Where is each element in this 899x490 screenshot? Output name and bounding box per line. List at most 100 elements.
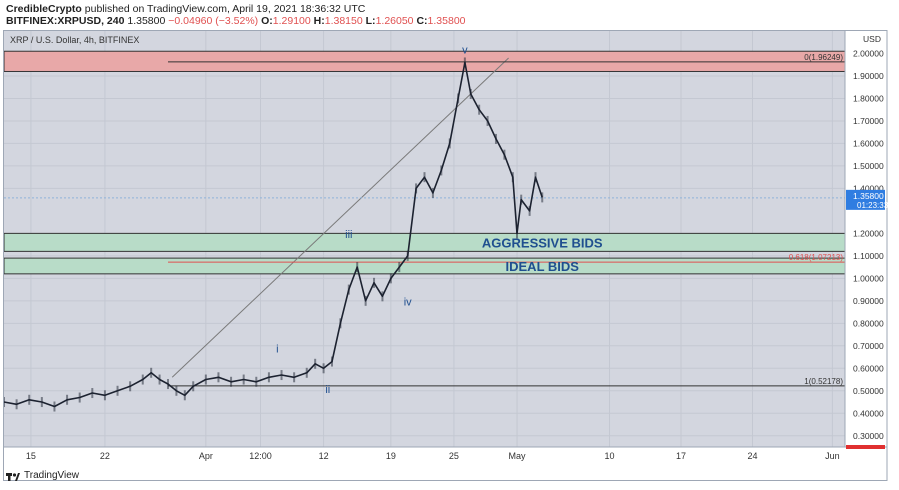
candle-mark	[314, 358, 317, 369]
x-tick-label: 15	[26, 451, 36, 461]
x-tick-label: Jun	[825, 451, 840, 461]
candle-mark	[463, 57, 466, 68]
candle-mark	[255, 376, 258, 387]
publisher-name: CredibleCrypto	[6, 3, 82, 15]
symbol-line: BITFINEX:XRPUSD, 240 1.35800 −0.04960 (−…	[6, 15, 466, 27]
zone-label-2: IDEAL BIDS	[506, 259, 580, 274]
fib-label-0: 0(1.96249)	[804, 53, 843, 62]
low-value: 1.26050	[375, 15, 414, 27]
candle-mark	[398, 262, 401, 273]
price-change: −0.04960 (−3.52%)	[168, 15, 259, 27]
x-tick-label: 25	[449, 451, 459, 461]
zone-label-1: AGGRESSIVE BIDS	[482, 235, 603, 250]
candle-mark	[175, 385, 178, 396]
open-label: O:	[261, 15, 273, 27]
candle-mark	[389, 273, 392, 284]
candle-mark	[364, 295, 367, 306]
bottom-price-marker	[846, 445, 885, 449]
fib-label-1: 0.618(1.07213)	[789, 253, 844, 262]
candle-mark	[217, 372, 220, 383]
candle-mark	[183, 390, 186, 401]
candle-mark	[293, 372, 296, 383]
y-tick-label: 0.70000	[853, 341, 884, 351]
footer-brand-text: TradingView	[24, 470, 80, 481]
wave-label-1: ii	[325, 384, 330, 396]
y-tick-label: 1.70000	[853, 116, 884, 126]
x-tick-label: Apr	[199, 451, 213, 461]
y-tick-label: 0.80000	[853, 318, 884, 328]
candle-mark	[322, 363, 325, 374]
candle-mark	[534, 172, 537, 183]
candle-mark	[66, 394, 69, 405]
candle-mark	[330, 356, 333, 367]
candle-mark	[91, 388, 94, 399]
tradingview-logo-icon	[6, 472, 20, 481]
candle-mark	[129, 381, 132, 392]
candle-mark	[150, 367, 153, 378]
chart-title: XRP / U.S. Dollar, 4h, BITFINEX	[10, 35, 139, 45]
y-tick-label: 1.20000	[853, 228, 884, 238]
candle-mark	[166, 379, 169, 390]
candle-mark	[516, 228, 519, 239]
candle-mark	[204, 374, 207, 385]
y-tick-label: 0.60000	[853, 363, 884, 373]
candle-mark	[494, 133, 497, 144]
close-value: 1.35800	[427, 15, 466, 27]
publisher-line: CredibleCrypto published on TradingView.…	[6, 3, 365, 15]
candle-mark	[280, 370, 283, 381]
candle-mark	[431, 187, 434, 198]
candle-mark	[356, 262, 359, 273]
candle-mark	[381, 291, 384, 302]
y-tick-label: 0.90000	[853, 296, 884, 306]
candle-mark	[478, 104, 481, 115]
candle-mark	[347, 284, 350, 295]
y-tick-label: 1.90000	[853, 71, 884, 81]
candle-mark	[267, 372, 270, 383]
y-tick-label: 0.40000	[853, 408, 884, 418]
candle-mark	[28, 394, 31, 405]
x-tick-label: 24	[747, 451, 757, 461]
candle-mark	[511, 172, 514, 183]
y-tick-label: 1.60000	[853, 138, 884, 148]
y-tick-label: 1.50000	[853, 161, 884, 171]
close-label: C:	[416, 15, 428, 27]
candle-mark	[53, 401, 56, 412]
candle-mark	[520, 194, 523, 205]
wave-label-4: v	[462, 44, 468, 56]
candle-mark	[192, 381, 195, 392]
candle-mark	[15, 399, 18, 410]
candle-mark	[415, 183, 418, 194]
high-value: 1.38150	[324, 15, 363, 27]
candle-mark	[423, 172, 426, 183]
currency-label: USD	[863, 34, 881, 44]
open-value: 1.29100	[272, 15, 311, 27]
x-tick-label: 17	[676, 451, 686, 461]
x-tick-label: May	[509, 451, 527, 461]
y-tick-label: 0.50000	[853, 386, 884, 396]
candle-mark	[469, 88, 472, 99]
y-tick-label: 1.80000	[853, 93, 884, 103]
candle-mark	[448, 138, 451, 149]
candle-mark	[440, 165, 443, 176]
y-tick-label: 0.30000	[853, 431, 884, 441]
zone-0	[3, 50, 846, 72]
y-tick-label: 1.40000	[853, 183, 884, 193]
y-tick-label: 1.00000	[853, 273, 884, 283]
candle-mark	[103, 390, 106, 401]
candle-mark	[141, 374, 144, 385]
candle-mark	[457, 93, 460, 104]
candle-mark	[78, 392, 81, 403]
wave-label-3: iv	[404, 296, 412, 308]
candle-mark	[339, 318, 342, 329]
candle-mark	[528, 205, 531, 216]
candle-mark	[305, 367, 308, 378]
candle-mark	[486, 115, 489, 126]
candle-mark	[541, 192, 544, 203]
published-text: published on TradingView.com, April 19, …	[84, 3, 366, 15]
wave-label-0: i	[276, 344, 278, 356]
price-tag-countdown: 01:23:33	[857, 201, 889, 210]
candle-mark	[242, 374, 245, 385]
fib-label-2: 1(0.52178)	[804, 377, 843, 386]
footer-brand: TradingView	[6, 470, 79, 481]
